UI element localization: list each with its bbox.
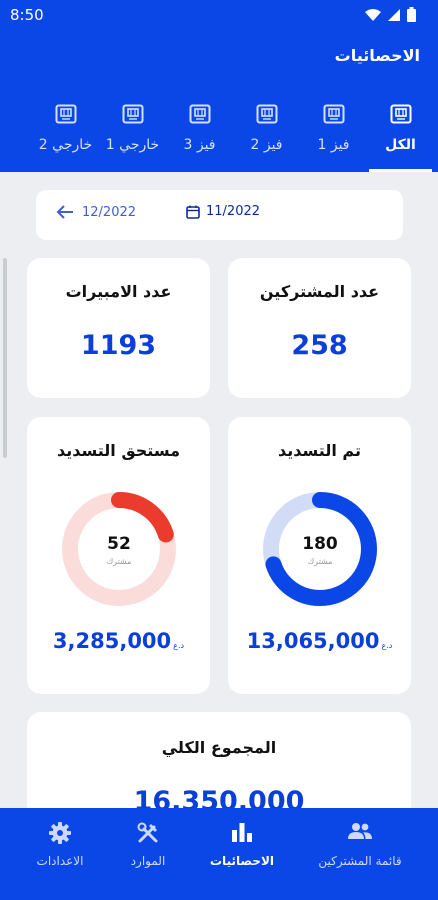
subscribers-card: عدد المشتركين 258	[228, 258, 411, 398]
tools-icon	[137, 822, 158, 843]
due-card: مستحق التسديد 52 مشترك د.ع3,285,000	[27, 417, 210, 694]
page-title: الاحصائيات	[334, 46, 420, 65]
status-bar: 8:50	[0, 0, 438, 30]
signal-icon	[388, 8, 400, 21]
tab-all[interactable]: الكل	[367, 90, 434, 172]
total-title: المجموع الكلي	[161, 738, 277, 757]
gear-icon	[49, 822, 71, 844]
due-title: مستحق التسديد	[56, 441, 181, 460]
gesture-area	[0, 884, 438, 900]
tab-external-1[interactable]: خارجي 1	[99, 90, 166, 172]
meter-icon	[390, 104, 411, 124]
paid-donut-center: 180 مشترك	[261, 534, 379, 566]
due-unit: مشترك	[106, 557, 132, 566]
paid-amount-value: 13,065,000	[246, 629, 380, 653]
phase-tabs: الكل فيز 1 فيز 2 فيز 3 خارجي 1 خارجي 2	[0, 90, 438, 172]
paid-count: 180	[302, 534, 338, 554]
due-donut-arc	[62, 492, 176, 606]
date-selector: 11/2022 12/2022	[36, 190, 403, 240]
subscribers-title: عدد المشتركين	[259, 282, 380, 301]
due-amount: د.ع3,285,000	[27, 629, 210, 653]
nav-label: الموارد	[130, 854, 166, 868]
nav-label: قائمة المشتركين	[318, 854, 402, 868]
paid-unit: مشترك	[307, 557, 333, 566]
previous-month-button[interactable]: 12/2022	[56, 204, 136, 220]
due-currency: د.ع	[173, 641, 185, 650]
nav-label: الاعدادات	[36, 854, 84, 868]
due-donut	[62, 492, 176, 606]
bottom-navigation: قائمة المشتركين الاحصائيات الموارد الاعد…	[0, 808, 438, 884]
nav-statistics[interactable]: الاحصائيات	[202, 808, 282, 884]
scrollbar[interactable]	[3, 258, 7, 458]
app-bar: الاحصائيات	[0, 30, 438, 90]
tab-label: فيز 1	[317, 137, 350, 153]
wifi-icon	[365, 8, 381, 21]
nav-subscribers-list[interactable]: قائمة المشتركين	[302, 808, 418, 884]
nav-resources[interactable]: الموارد	[110, 808, 186, 884]
tab-label: فيز 2	[250, 137, 283, 153]
paid-card: تم التسديد 180 مشترك د.ع13,065,000	[228, 417, 411, 694]
paid-donut	[263, 492, 377, 606]
meter-icon	[55, 104, 76, 124]
amperes-count: 1193	[80, 330, 157, 361]
nav-label: الاحصائيات	[210, 854, 274, 868]
tab-phase-3[interactable]: فيز 3	[166, 90, 233, 172]
tab-label: خارجي 2	[38, 137, 93, 153]
amperes-card: عدد الامبيرات 1193	[27, 258, 210, 398]
bar-chart-icon	[232, 823, 252, 842]
arrow-left-icon	[56, 205, 73, 219]
paid-currency: د.ع	[381, 641, 393, 650]
tab-external-2[interactable]: خارجي 2	[32, 90, 99, 172]
paid-amount: د.ع13,065,000	[228, 629, 411, 653]
tab-label: الكل	[385, 137, 416, 153]
meter-icon	[122, 104, 143, 124]
calendar-icon	[186, 205, 200, 219]
tab-label: فيز 3	[183, 137, 216, 153]
paid-title: تم التسديد	[278, 441, 361, 460]
status-time: 8:50	[10, 6, 44, 24]
current-month[interactable]: 11/2022	[186, 204, 260, 219]
meter-icon	[189, 104, 210, 124]
battery-icon	[407, 7, 416, 22]
people-icon	[348, 823, 372, 839]
subscribers-count: 258	[291, 330, 348, 361]
tab-label: خارجي 1	[105, 137, 160, 153]
amperes-title: عدد الامبيرات	[65, 282, 172, 301]
tab-phase-1[interactable]: فيز 1	[300, 90, 367, 172]
due-amount-value: 3,285,000	[52, 629, 172, 653]
status-icons	[365, 7, 416, 22]
paid-donut-arc	[263, 492, 377, 606]
current-month-label: 11/2022	[206, 204, 261, 219]
tab-phase-2[interactable]: فيز 2	[233, 90, 300, 172]
nav-settings[interactable]: الاعدادات	[22, 808, 98, 884]
due-donut-center: 52 مشترك	[60, 534, 178, 566]
meter-icon	[256, 104, 277, 124]
meter-icon	[323, 104, 344, 124]
previous-month-label: 12/2022	[82, 204, 137, 220]
due-count: 52	[107, 534, 131, 554]
